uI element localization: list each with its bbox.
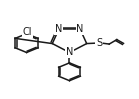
Text: N: N (55, 24, 63, 34)
Text: N: N (76, 24, 84, 34)
Text: S: S (96, 38, 102, 48)
Text: Cl: Cl (23, 27, 32, 37)
Text: N: N (66, 47, 73, 58)
